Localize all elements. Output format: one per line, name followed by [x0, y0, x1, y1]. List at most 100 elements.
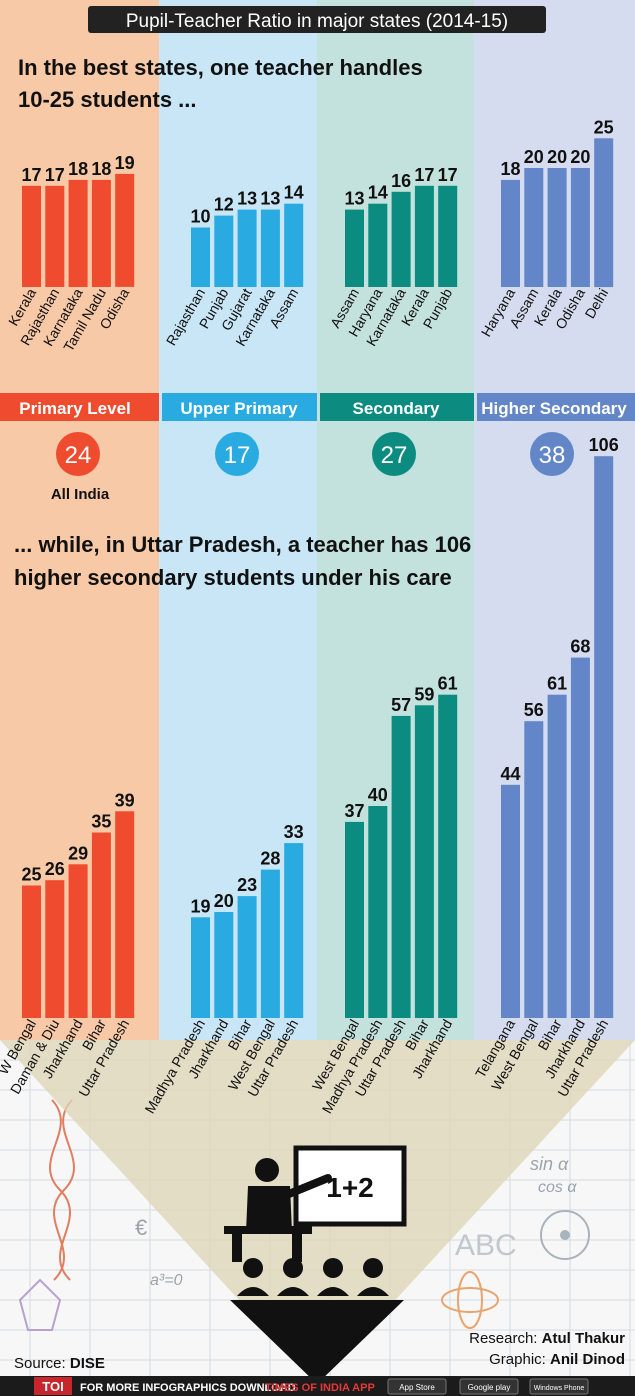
all-india-label: All India	[51, 486, 110, 503]
bar-best-primary-level-tamil-nadu	[91, 179, 111, 287]
bar-value-label: 59	[414, 684, 434, 704]
bar-worst-primary-level-daman-diu	[45, 880, 65, 1018]
level-label-upper-primary: Upper Primary	[180, 399, 298, 418]
bar-best-primary-level-rajasthan	[45, 185, 65, 287]
radiation-sketch-icon	[540, 1210, 590, 1260]
all-india-value-secondary: 27	[381, 442, 408, 469]
bar-value-label: 20	[547, 147, 567, 167]
bar-value-label: 19	[115, 153, 135, 173]
bar-worst-upper-primary-madhya-pradesh	[191, 917, 210, 1018]
bar-best-upper-primary-punjab	[214, 215, 234, 287]
headline-top-line-1: In the best states, one teacher handles	[18, 55, 423, 80]
bar-value-label: 17	[45, 165, 65, 185]
bar-value-label: 33	[284, 822, 304, 842]
footer-text: FOR MORE INFOGRAPHICS DOWNLOAD	[80, 1382, 296, 1394]
headline-top-line-2: 10-25 students ...	[18, 87, 197, 112]
bar-best-secondary-kerala	[414, 185, 434, 287]
bar-best-upper-primary-gujarat	[237, 209, 257, 287]
bar-worst-primary-level-jharkhand	[68, 864, 88, 1018]
bar-value-label: 17	[21, 165, 41, 185]
bar-worst-secondary-west-bengal	[345, 821, 364, 1018]
all-india-value-higher-secondary: 38	[539, 442, 566, 469]
toi-logo-text: TOI	[42, 1379, 63, 1394]
bar-value-label: 13	[237, 189, 257, 209]
graphic-label: Graphic:	[489, 1351, 546, 1368]
bar-worst-upper-primary-west-bengal	[260, 869, 280, 1018]
bar-worst-secondary-bihar	[414, 705, 434, 1018]
bar-best-primary-level-kerala	[22, 185, 41, 287]
bar-value-label: 28	[260, 849, 280, 869]
bar-value-label: 35	[91, 812, 111, 832]
bar-value-label: 14	[284, 183, 304, 203]
svg-text:€: €	[135, 1215, 147, 1240]
graphic-name: Anil Dinod	[550, 1351, 625, 1368]
bar-worst-upper-primary-uttar-pradesh	[284, 843, 304, 1018]
google-play-badge[interactable]	[459, 1378, 519, 1395]
bar-value-label: 40	[368, 785, 388, 805]
windows-phone-badge[interactable]	[529, 1378, 589, 1395]
bar-worst-upper-primary-jharkhand	[214, 912, 234, 1018]
bar-worst-higher-secondary-uttar-pradesh	[594, 456, 614, 1018]
bar-value-label: 106	[589, 435, 619, 455]
bar-worst-primary-level-uttar-pradesh	[115, 811, 135, 1018]
level-label-secondary: Secondary	[353, 399, 440, 418]
bar-value-label: 61	[547, 674, 567, 694]
bar-value-label: 25	[21, 865, 41, 885]
bar-value-label: 26	[45, 859, 65, 879]
bar-value-label: 18	[68, 159, 88, 179]
bar-value-label: 29	[68, 843, 88, 863]
bar-worst-higher-secondary-west-bengal	[524, 721, 544, 1018]
research-name: Atul Thakur	[542, 1330, 625, 1347]
bar-value-label: 14	[368, 183, 388, 203]
footer-app-text: TIMES OF INDIA APP	[265, 1382, 375, 1394]
bar-best-upper-primary-karnataka	[260, 209, 280, 287]
google-play-badge-label: Google play	[468, 1383, 511, 1392]
bar-worst-secondary-madhya-pradesh	[368, 806, 388, 1018]
bell-sketch-icon	[18, 1278, 62, 1331]
bar-value-label: 37	[344, 801, 364, 821]
bar-worst-primary-level-w-bengal	[22, 885, 41, 1018]
bar-best-secondary-assam	[345, 209, 364, 287]
bar-best-secondary-haryana	[368, 203, 388, 287]
bar-value-label: 20	[570, 147, 590, 167]
bar-value-label: 20	[214, 891, 234, 911]
title-background	[88, 6, 546, 33]
source-name: DISE	[70, 1355, 105, 1372]
bar-best-higher-secondary-haryana	[501, 179, 520, 287]
bar-best-upper-primary-assam	[284, 203, 304, 287]
credits: Research: Atul Thakur Graphic: Anil Dino…	[14, 1330, 625, 1372]
bar-worst-primary-level-bihar	[91, 832, 111, 1018]
bar-value-label: 18	[500, 159, 520, 179]
bar-best-primary-level-karnataka	[68, 179, 88, 287]
bar-value-label: 20	[524, 147, 544, 167]
app-store-badge[interactable]	[387, 1378, 447, 1395]
level-label-higher-secondary: Higher Secondary	[481, 399, 627, 418]
bar-value-label: 61	[438, 674, 458, 694]
bar-worst-secondary-jharkhand	[438, 694, 458, 1018]
bar-best-higher-secondary-odisha	[570, 168, 590, 287]
research-label: Research:	[469, 1330, 537, 1347]
all-india-circles: 24 17 27 38 All India	[51, 432, 574, 503]
svg-text:a³=0: a³=0	[150, 1272, 183, 1289]
bar-worst-upper-primary-bihar	[237, 896, 257, 1018]
bar-value-label: 19	[190, 896, 210, 916]
bar-best-higher-secondary-assam	[524, 168, 544, 287]
svg-text:Source: DISE: Source: DISE	[14, 1355, 105, 1372]
bar-best-primary-level-odisha	[115, 173, 135, 287]
bar-value-label: 16	[391, 171, 411, 191]
bar-value-label: 12	[214, 195, 234, 215]
windows-phone-badge-label: Windows Phone	[534, 1385, 585, 1392]
bar-best-higher-secondary-kerala	[547, 168, 567, 287]
bar-worst-higher-secondary-jharkhand	[570, 657, 590, 1018]
bar-value-label: 10	[190, 207, 210, 227]
bar-value-label: 18	[91, 159, 111, 179]
svg-text:cos α: cos α	[538, 1179, 577, 1196]
toi-logo	[34, 1377, 72, 1395]
dna-sketch-icon	[49, 1099, 71, 1281]
level-label-primary: Primary Level	[19, 399, 131, 418]
svg-text:ABC: ABC	[455, 1229, 517, 1262]
bar-value-label: 44	[500, 764, 520, 784]
bar-value-label: 17	[438, 165, 458, 185]
